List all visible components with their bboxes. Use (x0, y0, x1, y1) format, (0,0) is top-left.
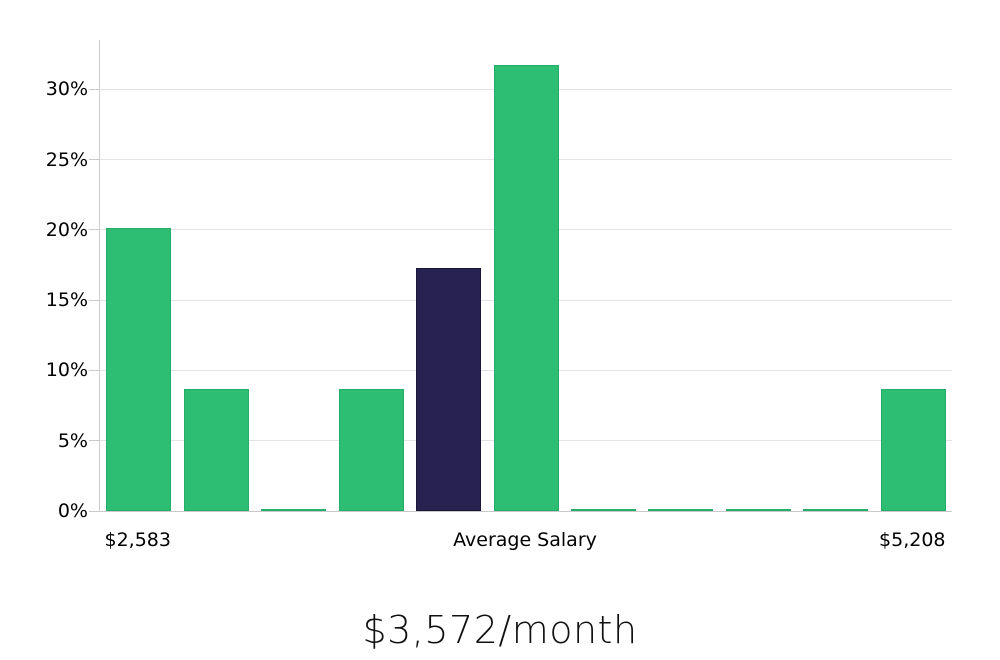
y-tick-mark-10 (89, 369, 99, 371)
y-tick-label-0: 0% (57, 500, 88, 522)
y-tick-label-10: 10% (45, 359, 88, 382)
x-tick-label-average-salary: Average Salary (453, 529, 597, 551)
average-salary-bar (416, 267, 482, 511)
salary-bin-bar-6 (493, 65, 559, 511)
x-tick-label--5-208: $5,208 (879, 529, 946, 551)
y-tick-label-20: 20% (45, 218, 88, 241)
salary-bin-bar-8 (648, 508, 714, 511)
average-salary-title: $3,572/month (362, 608, 638, 652)
salary-bin-bar-4 (338, 388, 404, 511)
y-tick-label-15: 15% (45, 289, 88, 312)
y-tick-mark-25 (89, 159, 99, 160)
y-tick-label-25: 25% (45, 148, 88, 171)
salary-bin-bar-2 (183, 388, 249, 511)
salary-bin-bar-9 (725, 508, 791, 511)
plot-area (89, 40, 952, 512)
y-tick-mark-0 (89, 510, 99, 512)
x-tick-label--2-583: $2,583 (104, 529, 171, 551)
salary-bin-bar-10 (803, 508, 869, 511)
salary-bin-bar-1 (106, 228, 172, 511)
y-tick-label-30: 30% (45, 78, 88, 101)
y-tick-mark-20 (89, 229, 99, 231)
y-tick-mark-30 (89, 88, 99, 90)
y-tick-mark-15 (89, 299, 99, 301)
salary-bin-bar-3 (261, 508, 327, 511)
y-tick-mark-5 (89, 440, 99, 442)
salary-bin-bar-11 (880, 388, 946, 511)
salary-bin-bar-7 (570, 508, 636, 511)
y-tick-label-5: 5% (57, 429, 88, 452)
